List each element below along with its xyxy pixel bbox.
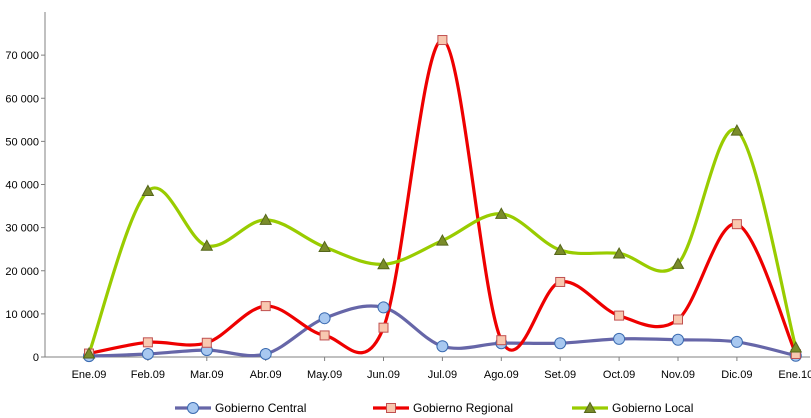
chart-axes: 0 10 000 20 000 30 000 40 000 50 000 60 000 70 … [5,12,811,381]
x-tick-label: Abr.09 [250,369,282,381]
data-point-gobierno-local [82,347,96,359]
y-tick-label: 40 000 [5,180,39,192]
data-point-gobierno-central [377,301,390,314]
data-point-gobierno-local [553,243,567,256]
data-point-gobierno-regional [142,337,153,348]
data-point-gobierno-regional [260,301,271,312]
data-point-gobierno-local [436,234,449,246]
series-lines [87,38,798,358]
data-point-gobierno-local [789,340,803,353]
x-tick-label: Ene.10 [778,369,811,381]
data-point-gobierno-regional [319,330,330,341]
y-tick-label: 0 [33,352,39,364]
y-tick-label: 20 000 [5,266,39,278]
legend-label: Gobierno Central [215,401,306,415]
data-point-gobierno-regional [673,314,683,325]
data-point-gobierno-local [377,257,390,270]
data-point-gobierno-local [612,246,626,259]
y-tick-label: 30 000 [5,223,39,235]
x-tick-label: May.09 [307,369,342,381]
data-point-gobierno-central [318,312,331,325]
x-tick-label: Ago.09 [484,369,519,381]
legend-item-gobierno-local: Gobierno Local [572,401,693,415]
x-tick-label: Mar.09 [190,369,224,381]
data-point-gobierno-local [494,207,508,219]
legend-marker [386,403,396,413]
y-tick-label: 50 000 [5,136,39,148]
data-point-gobierno-central [436,340,449,353]
legend-item-gobierno-central: Gobierno Central [175,401,306,415]
series-line-gobierno-regional [87,38,798,356]
data-point-gobierno-regional [496,335,507,346]
x-tick-label: Nov.09 [661,369,695,381]
x-tick-label: Set.09 [544,369,576,381]
data-point-gobierno-regional [201,337,212,348]
legend-label: Gobierno Regional [413,401,513,415]
legend-label: Gobierno Local [612,401,693,415]
data-point-gobierno-regional [614,310,625,321]
data-point-gobierno-regional [555,276,566,287]
chart-legend: Gobierno Central Gobierno Regional Gobiern… [175,401,693,415]
y-tick-label: 10 000 [5,309,39,321]
legend-marker [187,402,199,414]
data-point-gobierno-central [730,335,743,348]
data-point-gobierno-central [613,332,626,345]
data-point-gobierno-regional [437,35,448,46]
series-line-gobierno-local [87,128,798,356]
data-point-gobierno-regional [731,219,742,230]
data-point-gobierno-central [141,347,154,360]
x-tick-label: Dic.09 [721,369,752,381]
x-tick-label: Jun.09 [367,369,400,381]
y-tick-label: 70 000 [5,50,39,62]
y-tick-label: 60 000 [5,93,39,105]
data-point-gobierno-local [259,213,273,225]
data-point-gobierno-local [318,240,331,253]
series-markers [82,35,803,363]
legend-item-gobierno-regional: Gobierno Regional [373,401,513,415]
data-point-gobierno-local [730,124,744,136]
x-tick-label: Feb.09 [131,369,165,381]
x-tick-label: Oct.09 [603,369,635,381]
data-point-gobierno-local [200,239,214,251]
data-point-gobierno-local [671,257,685,269]
legend-marker [583,401,597,413]
data-point-gobierno-central [672,333,684,346]
data-point-gobierno-central [554,337,567,350]
x-tick-label: Ene.09 [72,369,107,381]
data-point-gobierno-regional [378,322,389,333]
x-tick-label: Jul.09 [428,369,457,381]
data-point-gobierno-central [259,347,272,360]
data-point-gobierno-local [141,184,155,196]
